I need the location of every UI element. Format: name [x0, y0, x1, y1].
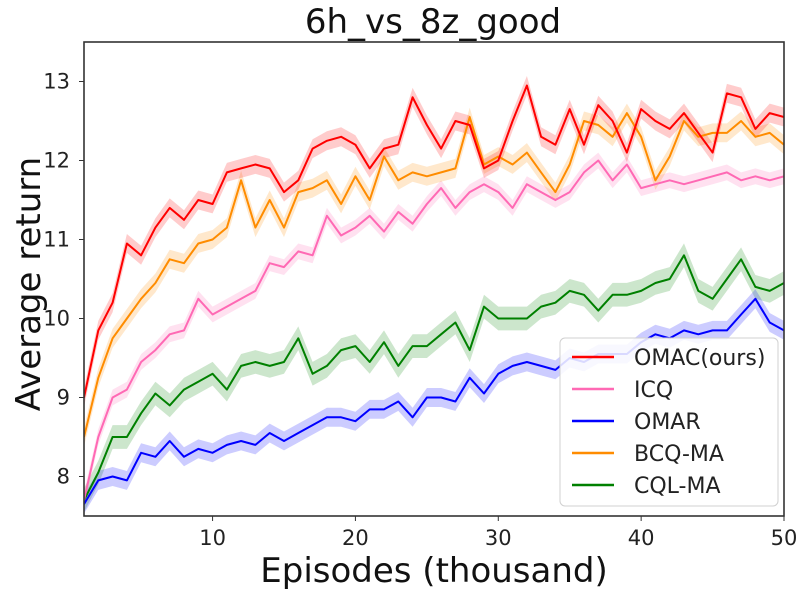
legend-label: OMAR — [634, 410, 701, 435]
y-tick-label: 10 — [43, 307, 70, 331]
x-tick-label: 40 — [628, 526, 655, 550]
series-line-bcq-ma — [84, 112, 784, 438]
legend-item-cql-ma: CQL-MA — [572, 474, 721, 499]
y-tick-label: 9 — [57, 386, 70, 410]
band-omac-ours — [84, 76, 784, 407]
y-tick-label: 8 — [57, 465, 70, 489]
series-line-icq — [84, 159, 784, 501]
series-line-cql-ma — [84, 254, 784, 501]
legend-box — [559, 337, 779, 507]
y-tick-label: 11 — [43, 228, 70, 252]
y-axis-label: Average return — [9, 157, 49, 411]
legend-label: ICQ — [634, 378, 673, 403]
series-line-omac-ours — [84, 84, 784, 398]
x-tick-label: 30 — [485, 526, 512, 550]
y-tick-label: 13 — [43, 70, 70, 94]
x-tick-label: 20 — [342, 526, 369, 550]
x-tick-label: 50 — [771, 526, 798, 550]
plot-frame — [83, 41, 785, 517]
legend-label: BCQ-MA — [634, 442, 724, 467]
legend-item-icq: ICQ — [572, 378, 673, 403]
legend-item-bcq-ma: BCQ-MA — [572, 442, 724, 467]
chart-title: 6h_vs_8z_good — [305, 2, 561, 42]
legend: OMAC(ours) ICQ OMAR BCQ-MA CQL-MA — [559, 337, 779, 507]
x-axis-label: Episodes (thousand) — [260, 551, 608, 591]
legend-label: CQL-MA — [634, 474, 721, 499]
y-tick-label: 12 — [43, 149, 70, 173]
band-cql-ma — [84, 243, 784, 513]
legend-item-omar: OMAR — [572, 410, 701, 435]
legend-label: OMAC(ours) — [634, 346, 765, 371]
band-bcq-ma — [84, 103, 784, 447]
legend-item-omac-ours: OMAC(ours) — [572, 346, 765, 371]
axis-ticks: 10 20 30 40 50 8 9 10 11 12 13 — [43, 70, 797, 551]
x-tick-label: 10 — [199, 526, 226, 550]
